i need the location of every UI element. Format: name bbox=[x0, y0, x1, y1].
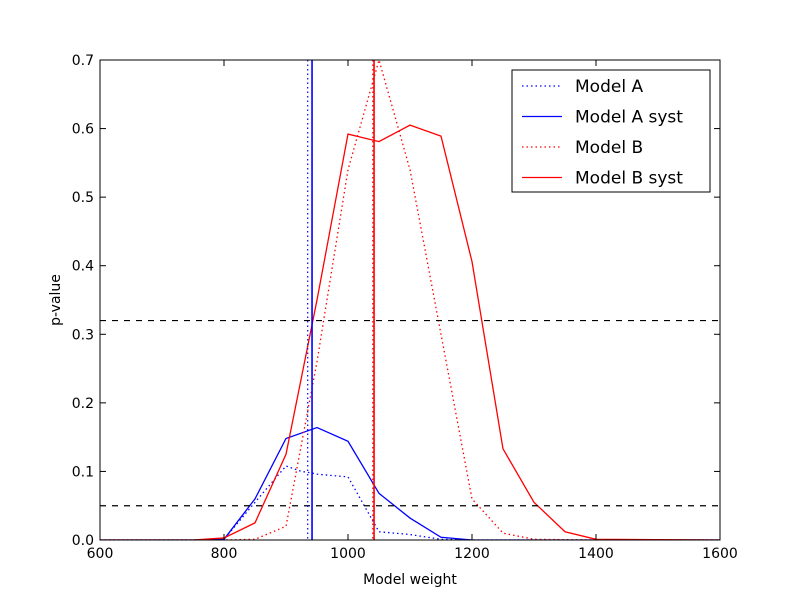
legend-label: Model A bbox=[575, 77, 643, 97]
x-tick-label: 800 bbox=[211, 546, 238, 562]
x-tick-label: 1400 bbox=[578, 546, 614, 562]
x-axis-label: Model weight bbox=[363, 572, 457, 588]
reference-lines bbox=[100, 60, 720, 540]
series-line-model-a bbox=[100, 465, 720, 540]
ticks: 600 800 1000 1200 1400 1600 0.0 0.1 0.2 0.3 0.4 0.5… bbox=[72, 53, 738, 562]
plot-frame bbox=[99, 59, 721, 541]
y-tick-label: 0.1 bbox=[72, 464, 94, 480]
legend: Model A Model A syst Model B Model B syst bbox=[511, 69, 711, 193]
y-tick-label: 0.4 bbox=[72, 259, 94, 275]
legend-label: Model A syst bbox=[575, 108, 683, 128]
legend-box bbox=[511, 69, 711, 193]
x-tick-label: 600 bbox=[87, 546, 114, 562]
series-layer bbox=[100, 60, 720, 540]
legend-label: Model B bbox=[575, 138, 643, 158]
y-tick-label: 0.2 bbox=[72, 396, 94, 412]
series-line-model-b-syst bbox=[100, 124, 720, 540]
x-tick-label: 1000 bbox=[330, 546, 366, 562]
y-tick-label: 0.5 bbox=[72, 190, 94, 206]
y-tick-label: 0.3 bbox=[72, 327, 94, 343]
x-tick-label: 1600 bbox=[702, 546, 738, 562]
x-tick-label: 1200 bbox=[454, 546, 490, 562]
y-tick-label: 0.0 bbox=[72, 533, 94, 549]
y-tick-label: 0.7 bbox=[72, 53, 94, 69]
y-axis-label: p-value bbox=[48, 274, 64, 326]
legend-label: Model B syst bbox=[575, 169, 683, 189]
series-line-model-a-syst bbox=[100, 426, 720, 540]
y-tick-label: 0.6 bbox=[72, 122, 94, 138]
